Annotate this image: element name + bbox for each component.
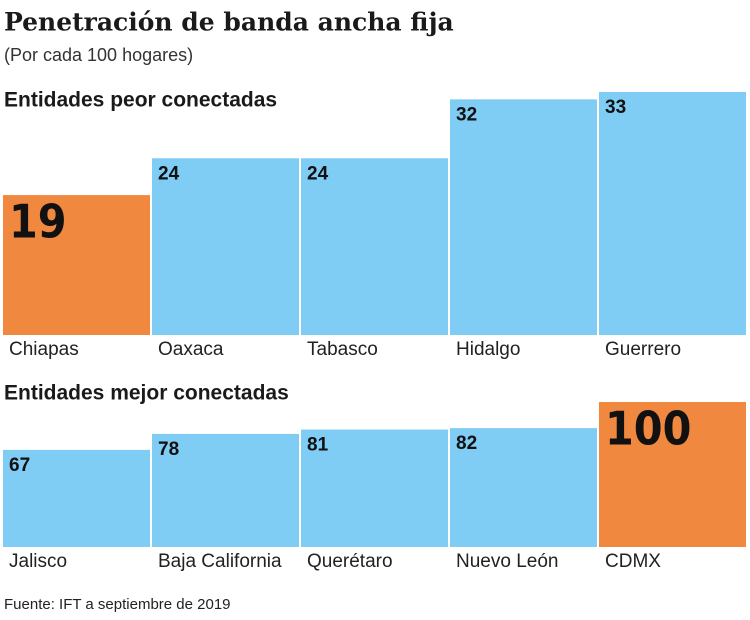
value-label: 67 [9, 455, 30, 476]
value-label: 24 [158, 163, 180, 184]
chart-subtitle: (Por cada 100 hogares) [4, 45, 193, 65]
category-label: Querétaro [307, 551, 393, 572]
bar [450, 428, 597, 547]
value-label: 82 [456, 433, 477, 454]
value-label: 19 [9, 195, 67, 249]
category-label: Tabasco [307, 339, 378, 360]
value-label: 100 [605, 402, 691, 456]
category-label: Hidalgo [456, 339, 520, 360]
category-label: CDMX [605, 551, 661, 572]
category-label: Baja California [158, 551, 282, 572]
value-label: 81 [307, 435, 329, 456]
bar [152, 158, 299, 335]
panel-title: Entidades mejor conectadas [4, 382, 289, 405]
value-label: 33 [605, 97, 626, 118]
bar [599, 92, 746, 335]
bar [152, 433, 299, 547]
bar [450, 99, 597, 335]
category-label: Chiapas [9, 339, 79, 360]
category-label: Jalisco [9, 551, 67, 572]
bar [301, 429, 448, 547]
bar [599, 402, 746, 547]
bar [301, 158, 448, 335]
value-label: 32 [456, 104, 477, 125]
bar [3, 195, 150, 335]
category-label: Nuevo León [456, 551, 558, 572]
category-label: Guerrero [605, 339, 681, 360]
value-label: 78 [158, 439, 179, 460]
panel-title: Entidades peor conectadas [4, 89, 277, 112]
value-label: 24 [307, 163, 329, 184]
source-note: Fuente: IFT a septiembre de 2019 [4, 596, 231, 613]
bar [3, 449, 150, 547]
category-label: Oaxaca [158, 339, 224, 360]
chart-title: Penetración de banda ancha fija [4, 8, 454, 37]
